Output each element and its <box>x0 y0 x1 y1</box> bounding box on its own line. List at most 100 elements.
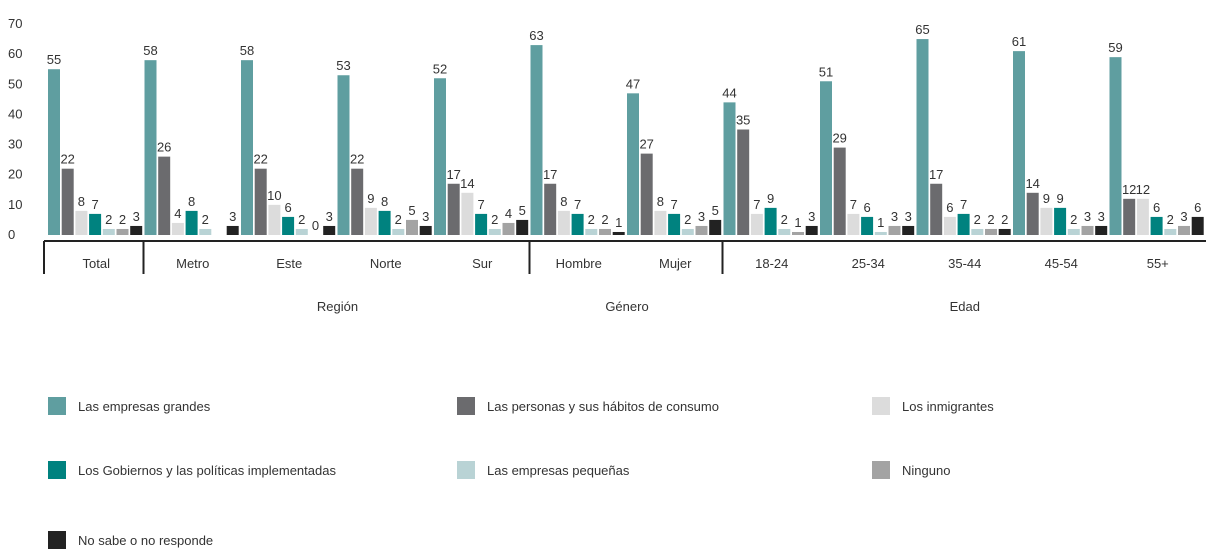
data-label: 17 <box>929 167 943 182</box>
data-label: 3 <box>326 209 333 224</box>
bar <box>805 225 818 235</box>
data-label: 3 <box>905 209 912 224</box>
data-label: 3 <box>422 209 429 224</box>
bar <box>1081 225 1094 235</box>
bar <box>874 231 887 235</box>
bar <box>75 210 88 235</box>
bar <box>226 225 239 235</box>
data-label: 7 <box>850 197 857 212</box>
data-label: 2 <box>491 212 498 227</box>
data-label: 3 <box>1180 209 1187 224</box>
bar <box>792 231 804 235</box>
bar <box>627 93 639 235</box>
data-label: 2 <box>588 212 595 227</box>
category-label: Total <box>83 256 111 271</box>
data-label: 12 <box>1136 182 1150 197</box>
data-label: 9 <box>1056 191 1063 206</box>
data-label: 53 <box>336 58 350 73</box>
y-tick-label: 60 <box>8 46 22 61</box>
data-label: 5 <box>519 203 526 218</box>
data-label: 63 <box>529 28 543 43</box>
bar <box>419 225 432 235</box>
data-label: 3 <box>133 209 140 224</box>
data-label: 65 <box>915 22 929 37</box>
data-label: 3 <box>808 209 815 224</box>
y-tick-label: 70 <box>8 16 22 31</box>
data-label: 8 <box>78 194 85 209</box>
category-label: Sur <box>472 256 493 271</box>
bar <box>1095 225 1108 235</box>
data-label: 3 <box>891 209 898 224</box>
bar <box>185 210 198 235</box>
data-label: 2 <box>684 212 691 227</box>
bar <box>599 228 611 235</box>
bar <box>695 225 708 235</box>
bar <box>378 210 391 235</box>
data-label: 2 <box>1167 212 1174 227</box>
bar <box>930 183 943 235</box>
bar <box>778 228 791 235</box>
bar <box>130 225 143 235</box>
bar <box>434 78 446 235</box>
data-label: 4 <box>174 206 181 221</box>
data-label: 2 <box>119 212 126 227</box>
data-label: 3 <box>229 209 236 224</box>
category-label: Metro <box>176 256 209 271</box>
bar <box>1054 207 1067 235</box>
y-tick-label: 50 <box>8 76 22 91</box>
bar <box>102 228 115 235</box>
data-label: 9 <box>767 191 774 206</box>
bar <box>282 216 295 235</box>
bar <box>461 192 474 235</box>
data-label: 3 <box>1084 209 1091 224</box>
bar <box>971 228 984 235</box>
data-label: 6 <box>1194 200 1201 215</box>
data-label: 8 <box>560 194 567 209</box>
data-label: 58 <box>240 43 254 58</box>
bar <box>323 225 336 235</box>
bar <box>364 207 377 235</box>
bar <box>612 231 625 235</box>
data-label: 1 <box>794 215 801 230</box>
y-tick-label: 40 <box>8 106 22 121</box>
data-label: 17 <box>446 167 460 182</box>
data-label: 4 <box>505 206 512 221</box>
bar <box>902 225 915 235</box>
data-label: 6 <box>946 200 953 215</box>
category-label: Hombre <box>556 256 602 271</box>
data-label: 52 <box>433 61 447 76</box>
data-label: 7 <box>753 197 760 212</box>
data-label: 8 <box>188 194 195 209</box>
data-label: 55 <box>47 52 61 67</box>
bar <box>1123 198 1136 235</box>
data-label: 12 <box>1122 182 1136 197</box>
data-label: 2 <box>395 212 402 227</box>
bar <box>516 219 529 235</box>
category-label: 25-34 <box>852 256 885 271</box>
bar <box>1067 228 1080 235</box>
bar <box>488 228 501 235</box>
bar <box>737 129 750 235</box>
y-tick-label: 0 <box>8 227 15 242</box>
data-label: 1 <box>615 215 622 230</box>
bar <box>144 60 157 235</box>
data-label: 6 <box>1153 200 1160 215</box>
data-label: 44 <box>722 85 736 100</box>
category-label: 18-24 <box>755 256 788 271</box>
category-label: 45-54 <box>1045 256 1078 271</box>
bar <box>530 45 543 235</box>
bar <box>557 210 570 235</box>
data-label: 2 <box>1070 212 1077 227</box>
data-label: 61 <box>1012 34 1026 49</box>
category-label: Este <box>276 256 302 271</box>
bar <box>998 228 1011 235</box>
data-label: 2 <box>202 212 209 227</box>
bar <box>89 213 102 235</box>
bar <box>957 213 970 235</box>
group-label: Género <box>605 299 648 314</box>
data-label: 9 <box>367 191 374 206</box>
bar <box>985 228 997 235</box>
bar <box>337 75 350 235</box>
category-label: Mujer <box>659 256 692 271</box>
